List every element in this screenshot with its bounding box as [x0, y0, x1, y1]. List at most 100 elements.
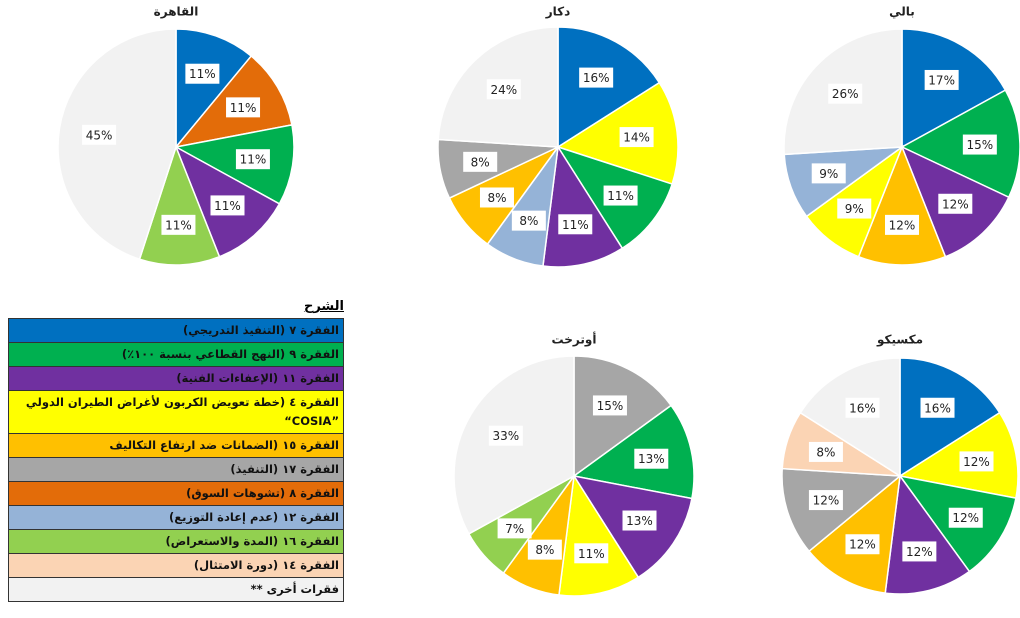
data-label: 15%: [967, 138, 994, 152]
data-label: 11%: [214, 199, 241, 213]
pie-slice: [572, 404, 695, 500]
pie-slice: [897, 411, 1019, 499]
label-box: [603, 185, 638, 206]
legend-item: الفقرة ٩ (النهج القطاعي بنسبة ١٠٠٪): [9, 343, 343, 367]
label-box: [938, 193, 973, 214]
label-box: [463, 151, 498, 172]
data-label: 15%: [597, 399, 624, 413]
label-box: [828, 83, 863, 104]
label-box: [811, 163, 846, 184]
data-label: 8%: [535, 543, 554, 557]
label-box: [210, 195, 245, 216]
label-box: [511, 210, 546, 231]
label-box: [837, 198, 872, 219]
data-label: 8%: [519, 214, 538, 228]
legend-item: الفقرة ٤ (خطة تعويض الكربون لأغراض الطير…: [9, 391, 343, 434]
label-box: [808, 490, 843, 511]
data-label: 14%: [623, 131, 650, 145]
data-label: 7%: [505, 522, 524, 536]
chart-title: بالي: [889, 5, 915, 19]
data-label: 8%: [471, 155, 490, 169]
chart-title: القاهرة: [154, 5, 199, 19]
data-label: 8%: [487, 191, 506, 205]
label-box: [962, 134, 997, 155]
data-label: 11%: [607, 189, 634, 203]
label-box: [527, 539, 562, 560]
data-label: 26%: [832, 87, 859, 101]
label-box: [885, 214, 919, 235]
data-label: 11%: [578, 547, 605, 561]
legend-item: الفقرة ٨ (تشوهات السوق): [9, 482, 343, 506]
data-label: 9%: [819, 167, 838, 181]
pie-slice: [175, 28, 253, 150]
label-box: [948, 507, 983, 528]
label-box: [579, 67, 614, 88]
label-box: [235, 149, 270, 170]
pie-slice: [857, 144, 947, 266]
label-box: [574, 543, 609, 564]
label-box: [619, 127, 654, 148]
label-box: [920, 397, 955, 418]
data-label: 9%: [845, 202, 864, 216]
data-label: 12%: [889, 218, 916, 232]
data-label: 11%: [562, 218, 589, 232]
chart-title: مكسيكو: [876, 333, 923, 348]
data-label: 12%: [963, 455, 990, 469]
label-box: [488, 425, 523, 446]
label-box: [185, 63, 220, 84]
label-box: [82, 124, 117, 145]
pie-slice: [884, 474, 971, 595]
label-box: [634, 448, 669, 469]
label-box: [845, 534, 880, 555]
data-label: 13%: [626, 514, 653, 528]
legend-item: الفقرة ١٤ (دورة الامتثال): [9, 554, 343, 578]
data-label: 12%: [952, 511, 979, 525]
legend-item: الفقرة ١٦ (المدة والاستعراض): [9, 530, 343, 554]
label-box: [592, 395, 627, 416]
pie-slice: [573, 355, 673, 478]
data-label: 12%: [942, 197, 969, 211]
label-box: [959, 451, 994, 472]
label-box: [902, 541, 937, 562]
data-label: 16%: [849, 401, 876, 415]
legend-item: الفقرة ١٥ (الضمانات ضد ارتفاع التكاليف: [9, 434, 343, 458]
data-label: 16%: [924, 401, 951, 415]
label-box: [845, 397, 880, 418]
chart-title: دكار: [545, 5, 571, 19]
data-label: 24%: [490, 83, 517, 97]
label-box: [486, 79, 521, 100]
data-label: 12%: [906, 545, 933, 559]
data-label: 17%: [928, 73, 955, 87]
pie-slice: [556, 81, 679, 186]
pie-slice: [173, 124, 295, 205]
data-label: 33%: [492, 429, 519, 443]
data-label: 11%: [189, 67, 216, 81]
label-box: [226, 97, 261, 118]
pie-slice: [57, 28, 177, 261]
data-label: 13%: [638, 452, 665, 466]
legend-item: الفقرة ١١ (الإعفاءات الفنية): [9, 367, 343, 391]
data-label: 12%: [849, 538, 876, 552]
data-label: 45%: [86, 128, 113, 142]
legend-title: الشرح: [303, 299, 344, 314]
pie-slice: [138, 144, 221, 266]
data-label: 11%: [240, 153, 267, 167]
label-box: [479, 187, 514, 208]
label-box: [558, 214, 593, 235]
data-label: 11%: [165, 218, 192, 232]
data-label: 16%: [583, 71, 610, 85]
legend-item: الفقرة ٧ (التنفيذ التدريجي): [9, 319, 343, 343]
label-box: [622, 510, 657, 531]
legend-item: الفقرة ١٧ (التنفيذ): [9, 458, 343, 482]
label-box: [808, 441, 843, 462]
pie-slice: [542, 144, 624, 268]
legend-item: فقرات أخرى **: [9, 578, 343, 601]
legend-item: الفقرة ١٢ (عدم إعادة التوزيع): [9, 506, 343, 530]
chart-title: أوترخت: [552, 332, 597, 348]
label-box: [497, 518, 532, 539]
pie-slice: [558, 473, 640, 597]
label-box: [924, 69, 959, 90]
data-label: 8%: [816, 445, 835, 459]
